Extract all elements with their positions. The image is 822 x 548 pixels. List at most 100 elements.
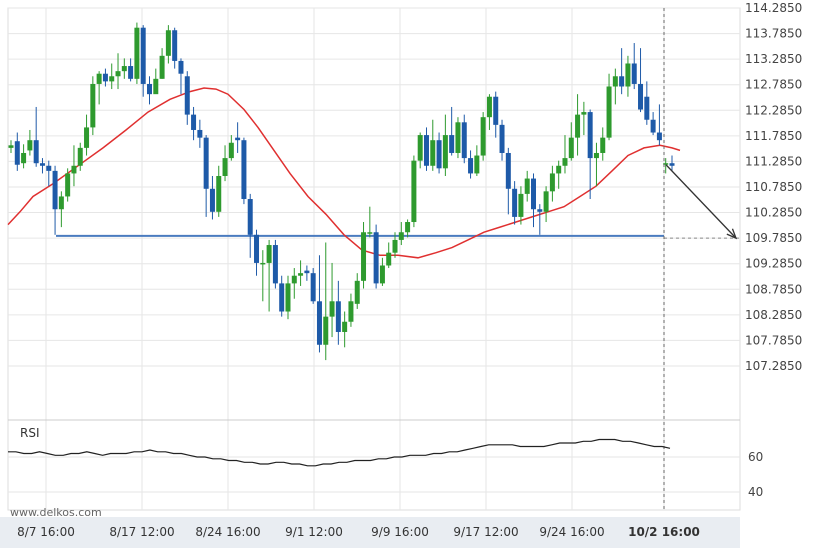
- candle-body: [279, 283, 285, 312]
- candle-body: [27, 140, 33, 151]
- candle-body: [455, 122, 461, 153]
- candle-body: [96, 73, 102, 84]
- x-axis-band: [0, 517, 740, 548]
- candle-body: [310, 273, 316, 302]
- candle-body: [39, 163, 45, 166]
- candle-body: [115, 71, 121, 77]
- x-tick-label: 9/17 12:00: [453, 525, 518, 539]
- x-tick-label: 8/24 16:00: [195, 525, 260, 539]
- candle-body: [209, 188, 215, 212]
- candle-body: [329, 301, 335, 317]
- candle-body: [392, 239, 398, 253]
- candle-body: [323, 316, 329, 345]
- x-tick-label: 8/17 12:00: [109, 525, 174, 539]
- candle-body: [184, 76, 190, 115]
- candle-body: [537, 209, 543, 212]
- y-tick-label: 108.7850: [745, 282, 802, 296]
- candle-body: [291, 275, 297, 284]
- watermark: www.delkos.com: [10, 506, 102, 519]
- forecast-arrow-head: [726, 228, 738, 240]
- candle-body: [153, 78, 159, 95]
- candle-body: [216, 175, 222, 212]
- candle-body: [581, 112, 587, 115]
- candle-body: [423, 135, 429, 166]
- y-tick-label: 109.2850: [745, 257, 802, 271]
- candle-body: [134, 27, 140, 79]
- candle-body: [656, 132, 662, 141]
- candle-body: [619, 76, 625, 87]
- candle-body: [600, 137, 606, 153]
- candle-body: [638, 83, 644, 110]
- candle-body: [367, 232, 373, 234]
- candle-body: [461, 122, 467, 159]
- candle-body: [197, 129, 203, 138]
- candle-body: [568, 137, 574, 159]
- candle-body: [625, 63, 631, 87]
- candle-body: [84, 127, 90, 148]
- candle-body: [505, 152, 511, 189]
- rsi-tick-label: 40: [748, 485, 763, 499]
- y-tick-label: 109.7850: [745, 231, 802, 245]
- candle-body: [342, 321, 348, 332]
- candle-body: [172, 30, 178, 61]
- candle-body: [417, 135, 423, 161]
- rsi-panel: RSI: [8, 426, 671, 467]
- candle-body: [379, 265, 385, 284]
- candle-body: [606, 86, 612, 138]
- candle-body: [486, 96, 492, 118]
- candle-body: [348, 301, 354, 322]
- y-tick-label: 110.2850: [745, 206, 802, 220]
- y-tick-label: 110.7850: [745, 180, 802, 194]
- candle-body: [398, 232, 404, 240]
- candle-body: [121, 66, 127, 72]
- marker-group: [663, 8, 738, 510]
- candle-body: [128, 66, 134, 79]
- y-tick-label: 111.2850: [745, 154, 802, 168]
- candle-body: [405, 222, 411, 233]
- candle-body: [33, 140, 39, 164]
- candle-body: [354, 280, 360, 304]
- candle-body: [46, 165, 52, 171]
- candle-body: [549, 173, 555, 192]
- candle-body: [373, 232, 379, 284]
- rsi-line: [8, 438, 671, 467]
- y-tick-label: 113.2850: [745, 52, 802, 66]
- candle-body: [272, 245, 278, 284]
- candle-body: [650, 119, 656, 133]
- rsi-tick-label: 60: [748, 450, 763, 464]
- y-tick-label: 114.2850: [745, 1, 802, 15]
- x-tick-label: 9/1 12:00: [285, 525, 343, 539]
- candle-body: [612, 76, 618, 87]
- candle-body: [543, 191, 549, 212]
- candle-body: [102, 73, 108, 82]
- candle-body: [631, 63, 637, 84]
- candle-body: [411, 160, 417, 223]
- candles-group: [8, 22, 675, 361]
- candle-body: [241, 140, 247, 200]
- candle-body: [58, 196, 64, 210]
- candle-body: [669, 163, 675, 166]
- candle-body: [593, 152, 599, 159]
- candle-body: [575, 114, 581, 138]
- candle-body: [430, 140, 436, 166]
- candle-body: [556, 165, 562, 174]
- candle-body: [109, 76, 115, 82]
- y-tick-label: 107.2850: [745, 359, 802, 373]
- candle-body: [480, 117, 486, 156]
- y-tick-label: 113.7850: [745, 27, 802, 41]
- candle-body: [524, 178, 530, 194]
- candle-body: [361, 232, 367, 281]
- candle-body: [512, 188, 518, 217]
- y-tick-label: 107.7850: [745, 333, 802, 347]
- candle-body: [266, 245, 272, 263]
- x-axis: 8/7 16:00 8/17 12:00 8/24 16:00 9/1 12:00 9/…: [0, 517, 740, 548]
- candle-body: [298, 273, 304, 276]
- candle-body: [52, 170, 58, 210]
- candle-body: [436, 140, 442, 169]
- candle-body: [165, 30, 171, 56]
- candle-body: [518, 193, 524, 217]
- support-line-group: [56, 234, 740, 239]
